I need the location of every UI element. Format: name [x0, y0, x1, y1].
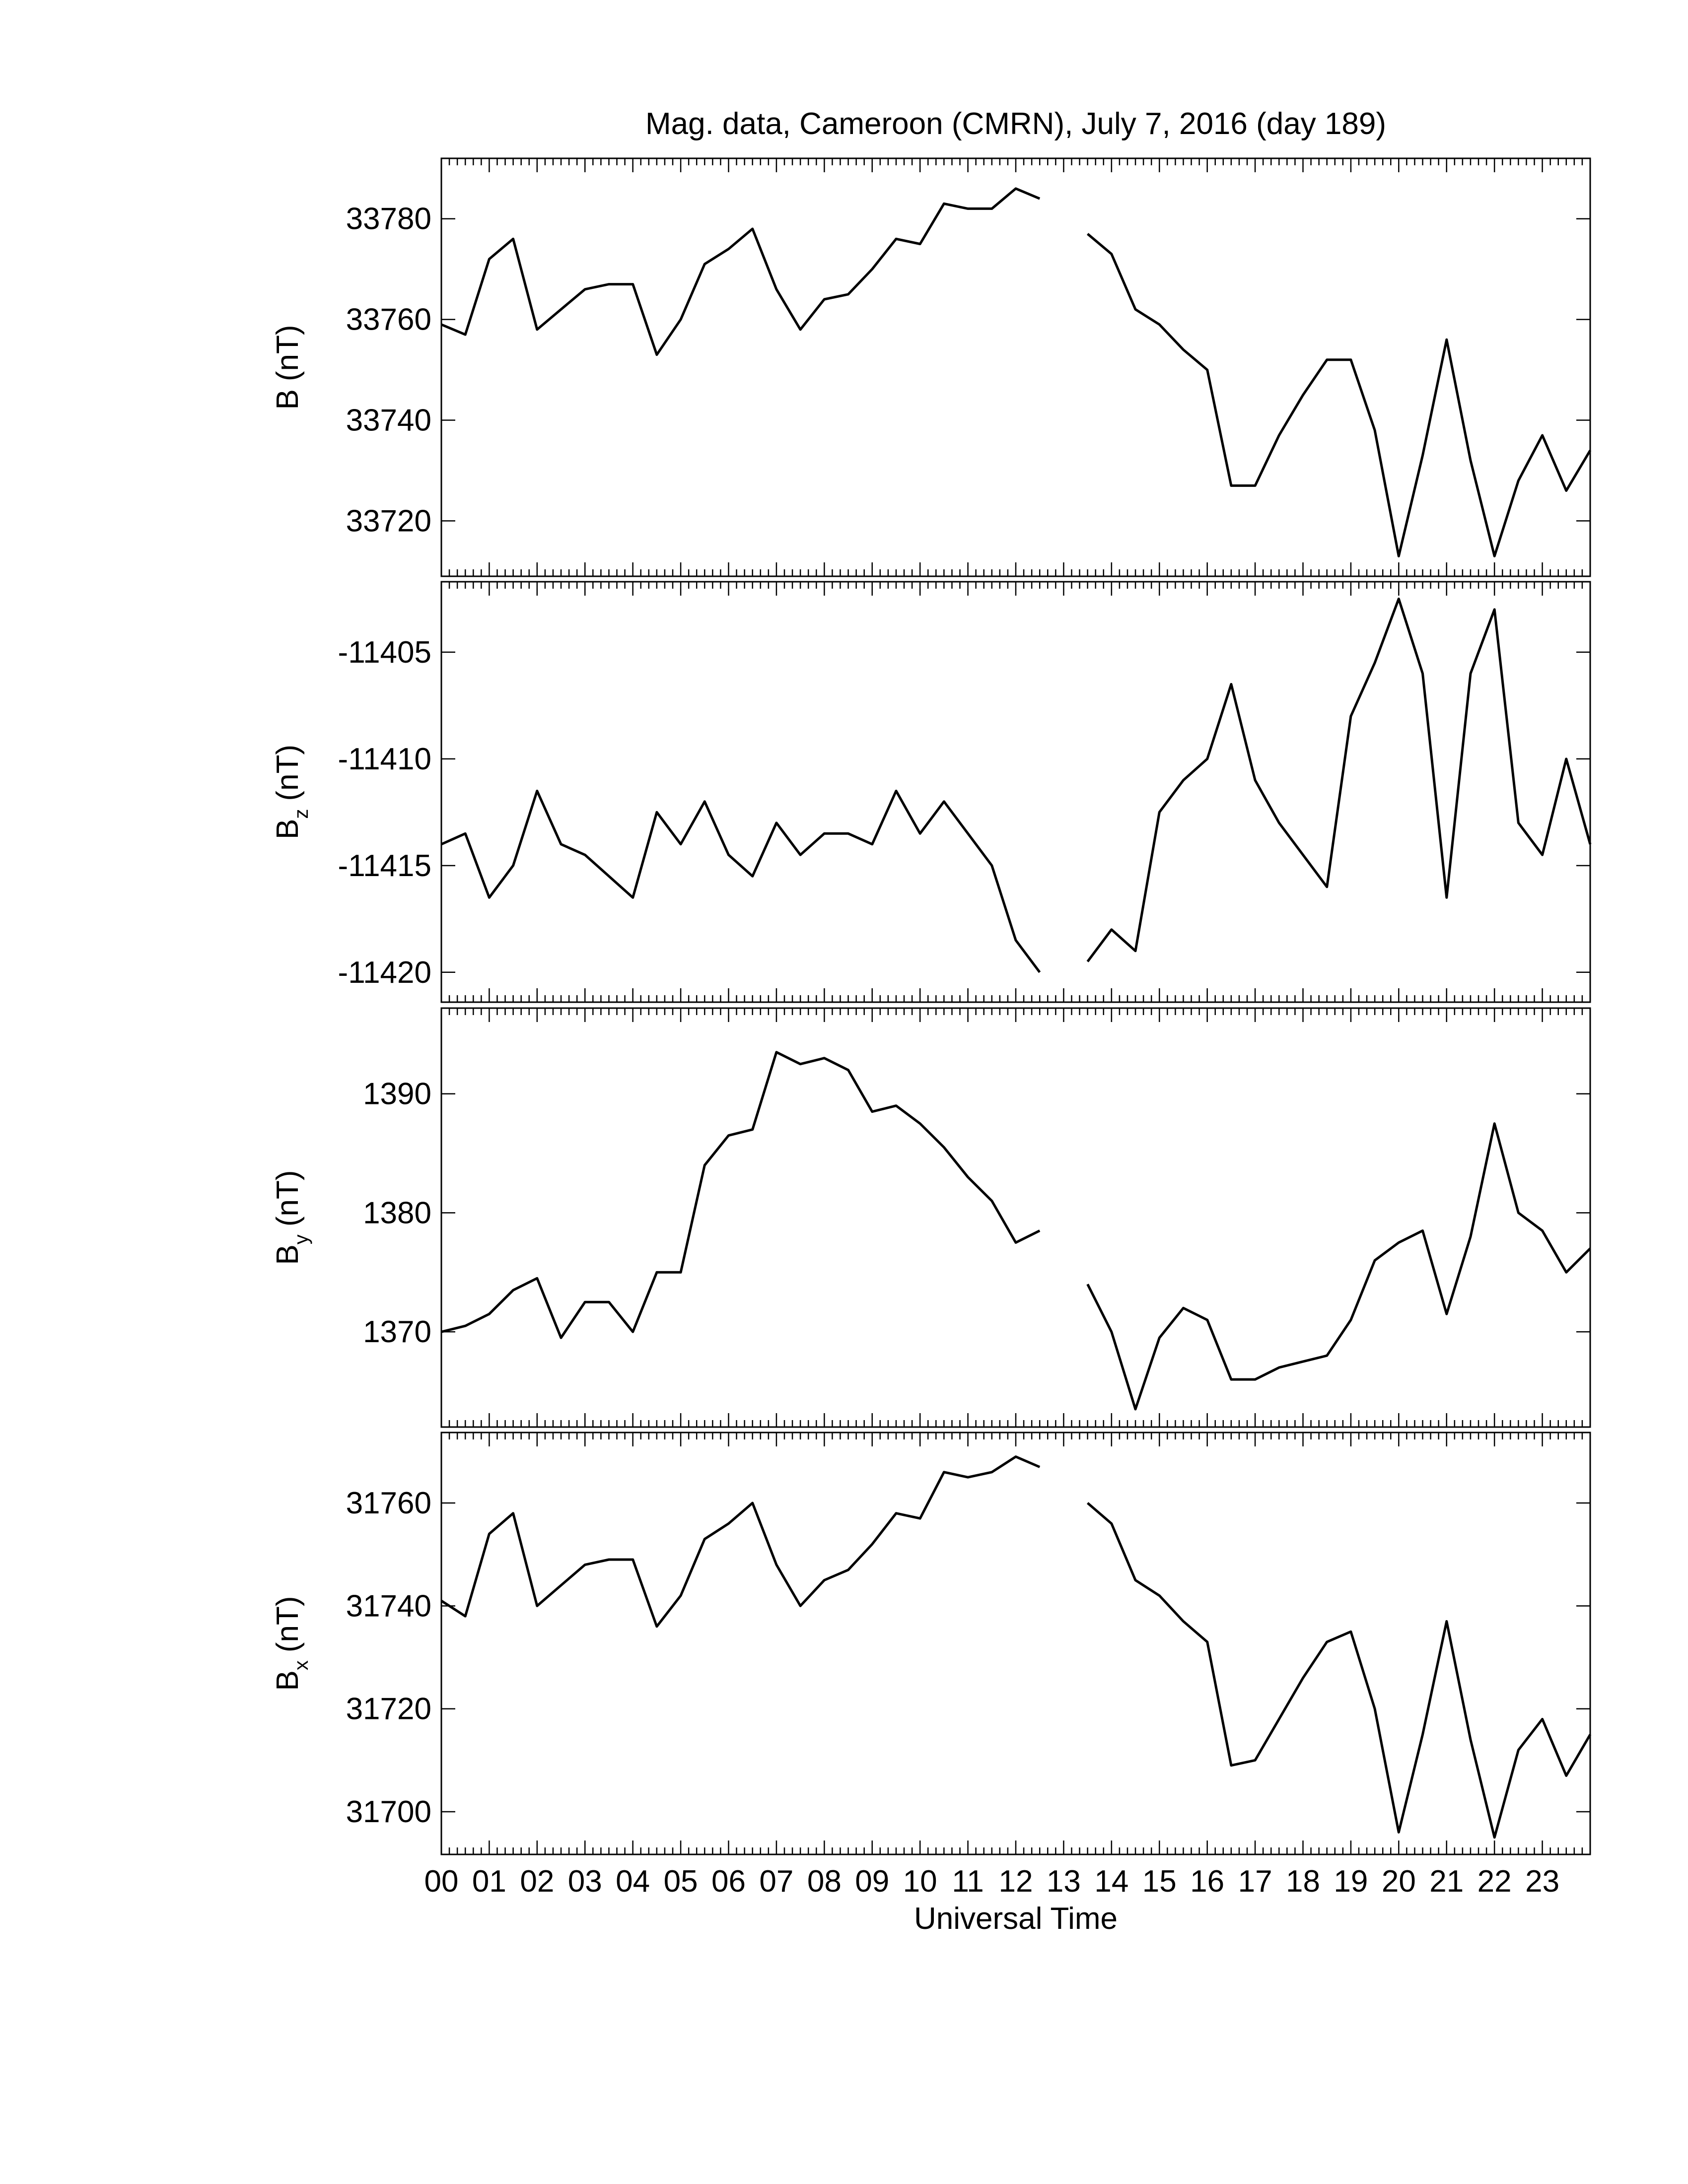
y-label-subscript: x: [290, 1660, 312, 1670]
y-label-symbol: B: [271, 389, 305, 410]
y-label-unit: (nT): [271, 745, 305, 801]
y-label-subscript: y: [290, 1234, 312, 1244]
x-tick-label: 15: [1142, 1864, 1177, 1899]
x-tick-label: 16: [1190, 1864, 1224, 1899]
chart-title: Mag. data, Cameroon (CMRN), July 7, 2016…: [645, 107, 1386, 141]
x-tick-label: 12: [999, 1864, 1033, 1899]
x-tick-label: 10: [903, 1864, 937, 1899]
x-tick-label: 21: [1429, 1864, 1464, 1899]
plot-frame: [440, 157, 1591, 577]
x-tick-label: 05: [664, 1864, 698, 1899]
x-tick-label: 13: [1047, 1864, 1081, 1899]
data-line: [441, 187, 1592, 557]
x-tick-label: 19: [1334, 1864, 1368, 1899]
x-tick-label: 18: [1286, 1864, 1320, 1899]
y-tick-label: -11415: [338, 849, 431, 883]
y-tick-label: 33720: [346, 504, 431, 538]
y-tick-label: 33740: [346, 404, 431, 438]
x-tick-label: 09: [855, 1864, 889, 1899]
data-line: [440, 597, 1592, 973]
x-tick-label: 01: [472, 1864, 506, 1899]
y-label-symbol: B: [271, 819, 305, 839]
y-label-unit: (nT): [271, 1170, 305, 1227]
y-label-symbol: B: [271, 1244, 305, 1265]
y-tick-label: -11410: [338, 742, 431, 776]
y-tick-label: 31720: [346, 1692, 431, 1726]
x-tick-label: 11: [952, 1864, 984, 1899]
y-tick-label: 1390: [363, 1077, 431, 1111]
y-label-unit: (nT): [271, 325, 305, 381]
y-tick-label: 31760: [346, 1486, 431, 1520]
x-tick-label: 00: [424, 1864, 459, 1899]
y-tick-label: 1380: [363, 1196, 431, 1230]
x-tick-label: 03: [568, 1864, 602, 1899]
plot-frame: [440, 1432, 1591, 1855]
x-tick-label: 20: [1382, 1864, 1416, 1899]
y-axis-label: B (nT): [271, 325, 305, 410]
x-tick-label: 23: [1525, 1864, 1559, 1899]
x-tick-label: 22: [1477, 1864, 1512, 1899]
y-axis-label: By (nT): [271, 1170, 312, 1265]
y-label-unit: (nT): [271, 1596, 305, 1652]
x-tick-label: 06: [711, 1864, 746, 1899]
plot-frame: [440, 1007, 1591, 1428]
y-label-subscript: z: [290, 809, 312, 819]
y-tick-label: 33760: [346, 303, 431, 337]
x-tick-label: 14: [1094, 1864, 1128, 1899]
x-tick-label: 07: [759, 1864, 793, 1899]
x-tick-label: 17: [1238, 1864, 1272, 1899]
x-axis-label: Universal Time: [914, 1902, 1118, 1936]
y-axis-label: Bz (nT): [271, 745, 312, 839]
y-label-symbol: B: [271, 1670, 305, 1691]
y-tick-label: 31740: [346, 1589, 431, 1623]
y-axis-label: Bx (nT): [271, 1596, 312, 1691]
y-tick-label: -11405: [338, 635, 431, 670]
data-line: [440, 1455, 1592, 1839]
y-tick-label: 1370: [363, 1315, 431, 1349]
y-tick-label: -11420: [338, 956, 431, 990]
data-line: [441, 1051, 1591, 1411]
y-tick-label: 31700: [346, 1795, 431, 1829]
x-tick-label: 08: [807, 1864, 842, 1899]
x-tick-label: 04: [616, 1864, 650, 1899]
x-tick-label: 02: [520, 1864, 554, 1899]
y-tick-label: 33780: [346, 202, 431, 236]
